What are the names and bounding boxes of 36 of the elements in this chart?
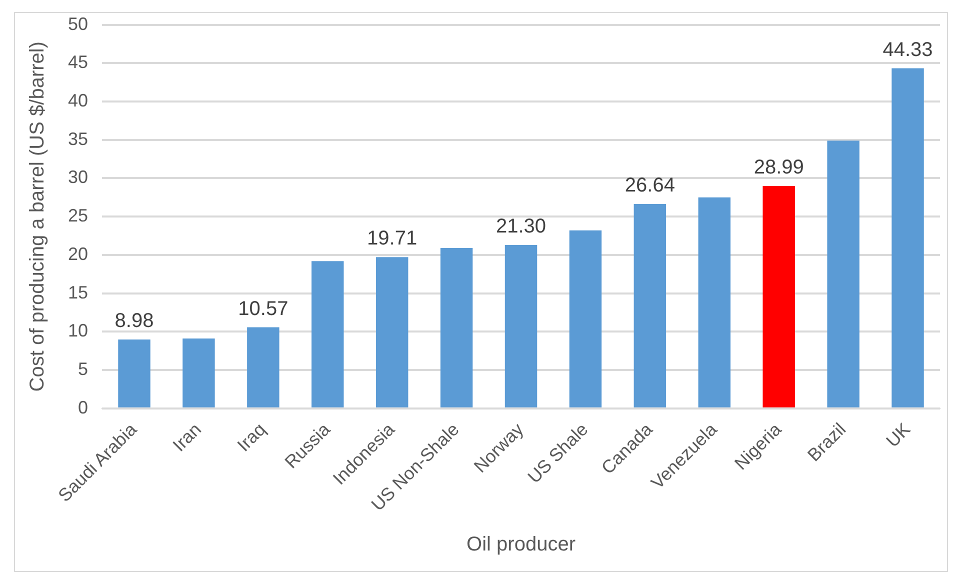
y-tick-label: 15 (68, 282, 88, 302)
data-label: 10.57 (238, 298, 288, 320)
data-label: 19.71 (367, 228, 418, 250)
y-tick-label: 5 (78, 358, 88, 379)
bar (698, 197, 731, 408)
y-tick-label: 50 (68, 14, 88, 34)
data-label: 28.99 (754, 156, 804, 178)
bar (247, 327, 280, 408)
y-axis-title: Cost of producing a barrel (US $/barrel) (26, 42, 49, 392)
bar (504, 244, 538, 408)
x-tick-label: Iraq (233, 419, 270, 456)
bar (634, 204, 666, 408)
bar (827, 140, 860, 408)
bar (312, 261, 344, 408)
bar (892, 68, 924, 408)
data-label: 44.33 (882, 38, 933, 61)
y-tick-label: 0 (78, 397, 88, 418)
y-tick-label: 30 (68, 167, 88, 188)
bar (182, 338, 215, 408)
x-tick-label: Iran (168, 419, 206, 456)
y-tick-label: 25 (68, 206, 88, 226)
bar (569, 230, 602, 408)
data-label: 21.30 (496, 215, 546, 238)
data-label: 8.98 (114, 310, 154, 332)
x-axis-title: Oil producer (466, 534, 576, 556)
data-label: 26.64 (624, 174, 675, 197)
bar (762, 186, 795, 408)
y-tick-label: 45 (68, 52, 88, 72)
bar (118, 339, 150, 408)
bar (440, 248, 473, 408)
bar (376, 257, 408, 408)
x-tick-label: UK (882, 419, 914, 452)
y-tick-label: 35 (68, 128, 88, 149)
y-tick-label: 40 (68, 90, 88, 110)
y-tick-label: 10 (68, 320, 88, 341)
y-tick-label: 20 (68, 244, 88, 264)
